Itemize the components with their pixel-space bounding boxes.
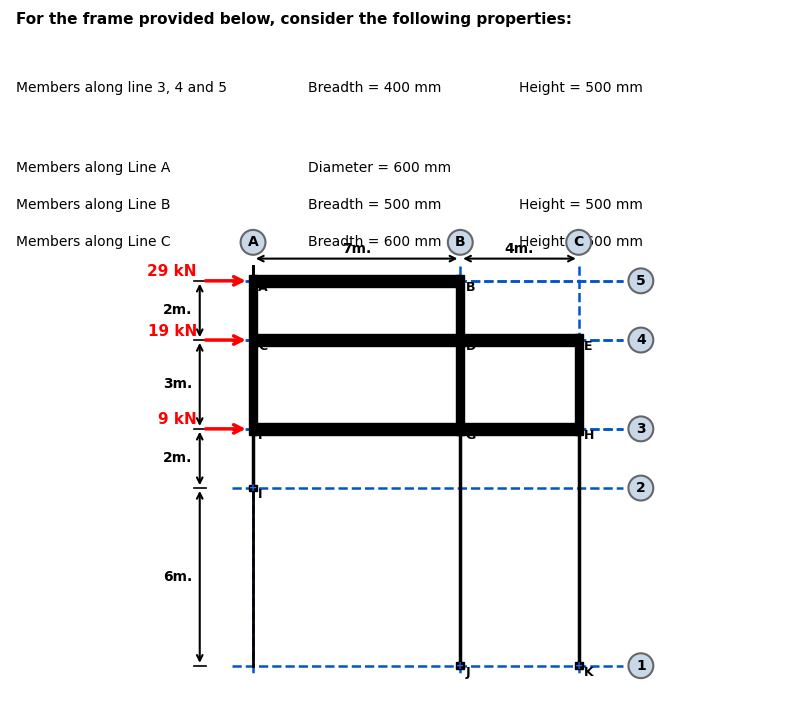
Circle shape: [629, 654, 654, 678]
Text: Height = 500 mm: Height = 500 mm: [519, 198, 643, 212]
Circle shape: [629, 416, 654, 441]
Bar: [253, 423, 579, 435]
Bar: [253, 275, 461, 287]
Text: 9 kN: 9 kN: [158, 413, 197, 427]
Text: 4: 4: [636, 333, 646, 347]
Text: 2: 2: [636, 481, 646, 495]
Text: +: +: [575, 661, 583, 671]
Text: 7m.: 7m.: [342, 242, 371, 256]
Text: Height = 500 mm: Height = 500 mm: [519, 81, 643, 94]
Text: Diameter = 600 mm: Diameter = 600 mm: [308, 161, 451, 175]
Bar: [575, 334, 582, 435]
Text: H: H: [584, 429, 594, 442]
Text: Members along Line A: Members along Line A: [16, 161, 170, 175]
Bar: [249, 275, 257, 435]
Bar: [249, 485, 257, 491]
Text: Breadth = 600 mm: Breadth = 600 mm: [308, 234, 442, 249]
Text: I: I: [259, 488, 263, 501]
Text: Members along Line B: Members along Line B: [16, 198, 171, 212]
Text: C: C: [259, 340, 268, 353]
Text: 3: 3: [636, 422, 646, 436]
Text: 2m.: 2m.: [163, 452, 192, 465]
Text: J: J: [466, 666, 470, 679]
Circle shape: [629, 476, 654, 500]
Text: D: D: [466, 340, 476, 353]
Text: 4m.: 4m.: [504, 242, 534, 256]
Text: K: K: [584, 666, 594, 679]
Text: G: G: [466, 429, 476, 442]
Text: +: +: [457, 661, 465, 671]
Text: B: B: [466, 281, 475, 294]
Circle shape: [629, 268, 654, 293]
Circle shape: [241, 230, 265, 255]
Text: 3m.: 3m.: [163, 377, 192, 391]
Text: Members along Line C: Members along Line C: [16, 234, 171, 249]
Text: For the frame provided below, consider the following properties:: For the frame provided below, consider t…: [16, 12, 573, 27]
Circle shape: [566, 230, 591, 255]
Text: E: E: [584, 340, 593, 353]
Text: A: A: [247, 235, 259, 249]
Text: 19 kN: 19 kN: [148, 324, 197, 339]
Bar: [253, 334, 579, 346]
Text: A: A: [259, 281, 268, 294]
Text: 5: 5: [636, 274, 646, 288]
Text: C: C: [573, 235, 584, 249]
Text: Height = 600 mm: Height = 600 mm: [519, 234, 643, 249]
Text: Members along line 3, 4 and 5: Members along line 3, 4 and 5: [16, 81, 227, 94]
Text: 2m.: 2m.: [163, 303, 192, 318]
Bar: [456, 662, 465, 669]
Text: Breadth = 500 mm: Breadth = 500 mm: [308, 198, 441, 212]
Text: 29 kN: 29 kN: [148, 265, 197, 280]
Text: +: +: [249, 483, 257, 493]
Circle shape: [448, 230, 473, 255]
Text: 6m.: 6m.: [163, 570, 192, 584]
Bar: [457, 275, 464, 435]
Text: 1: 1: [636, 659, 646, 673]
Circle shape: [629, 328, 654, 352]
Text: B: B: [455, 235, 466, 249]
Bar: [574, 662, 583, 669]
Text: Breadth = 400 mm: Breadth = 400 mm: [308, 81, 441, 94]
Text: F: F: [259, 429, 267, 442]
